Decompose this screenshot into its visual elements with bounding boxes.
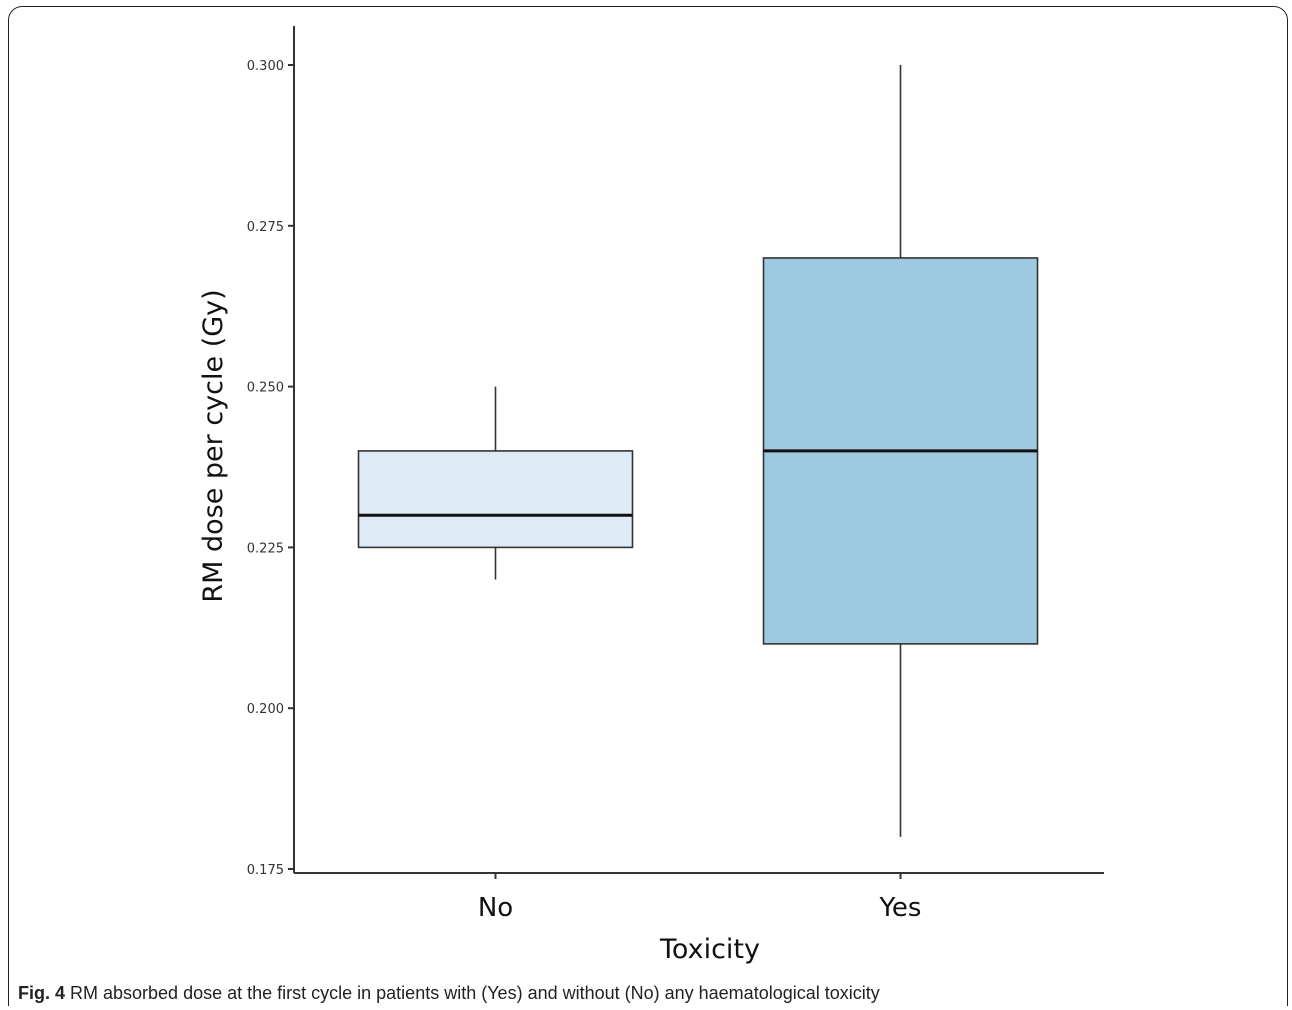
box [357,450,634,549]
y-tick-label: 0.300 [247,59,284,74]
y-tick-label: 0.250 [247,381,284,396]
caption-text: RM absorbed dose at the first cycle in p… [65,983,880,1003]
x-tick-label: No [478,893,513,923]
y-axis-title: RM dose per cycle (Gy) [198,289,229,602]
figure-frame [8,6,1288,1006]
y-tick-label: 0.275 [247,220,284,235]
y-tick-label: 0.225 [247,541,284,556]
x-axis-title: Toxicity [659,934,760,965]
y-tick-label: 0.200 [247,702,284,717]
x-tick-label: Yes [879,893,922,923]
y-tick-label: 0.175 [247,863,284,878]
boxplot-chart: 0.175 0.200 0.225 0.250 0.275 0.300 No Yes Toxic… [198,26,1104,965]
figure-caption: Fig. 4 RM absorbed dose at the first cyc… [18,983,880,1004]
caption-label: Fig. 4 [18,983,66,1003]
